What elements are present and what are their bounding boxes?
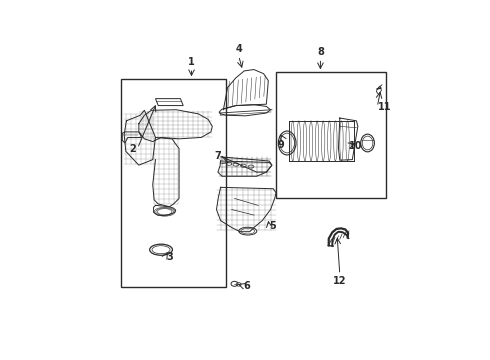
Text: 9: 9: [278, 140, 284, 150]
Text: 3: 3: [166, 252, 173, 262]
Text: 1: 1: [188, 57, 195, 67]
Text: 7: 7: [214, 151, 220, 161]
Text: 12: 12: [333, 276, 346, 286]
Ellipse shape: [248, 165, 254, 168]
Text: 2: 2: [129, 144, 136, 153]
Ellipse shape: [241, 164, 246, 167]
Text: 5: 5: [270, 221, 276, 231]
Text: 8: 8: [317, 47, 324, 57]
Ellipse shape: [233, 163, 239, 166]
Text: 4: 4: [235, 44, 242, 54]
Text: 6: 6: [244, 281, 250, 291]
Text: 10: 10: [349, 141, 362, 151]
Ellipse shape: [226, 162, 232, 165]
Bar: [121, 79, 226, 287]
Bar: [276, 72, 386, 198]
Text: 11: 11: [378, 102, 392, 112]
